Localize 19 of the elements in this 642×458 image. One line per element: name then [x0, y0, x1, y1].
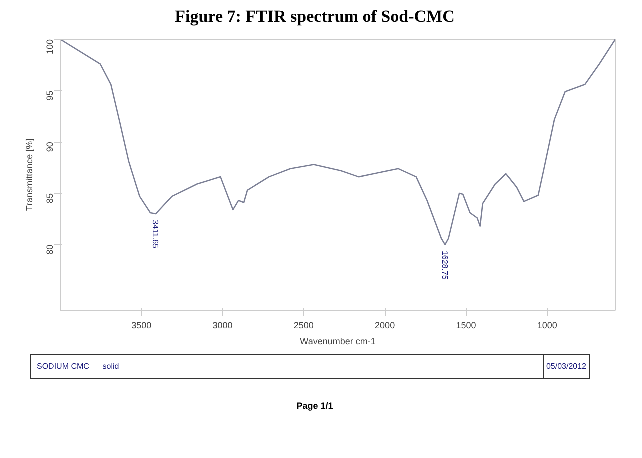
x-tick-label: 2000	[375, 320, 396, 330]
x-tick-label: 2500	[294, 320, 314, 330]
y-tick-label: 85	[45, 193, 55, 204]
text: 05/03/2012	[544, 354, 590, 378]
annotation: 1628.75	[440, 250, 450, 280]
annotation: 3411.65	[150, 220, 160, 250]
y-tick-label: 80	[45, 244, 55, 255]
y-axis-title: Transmittance [%]	[24, 138, 34, 212]
y-tick-label: 95	[45, 90, 55, 101]
y-tick-label: 90	[45, 142, 55, 152]
x-tick-label: 1500	[456, 320, 476, 330]
x-axis-title: Wavenumber cm-1	[300, 336, 376, 346]
text: SODIUM CMC solid	[37, 362, 120, 371]
x-tick-label: 1000	[537, 320, 558, 330]
chart-title: Figure 7: FTIR spectrum of Sod-CMC	[175, 7, 455, 26]
y-tick-label: 100	[45, 39, 55, 55]
text: Page 1/1	[296, 401, 334, 411]
x-tick-label: 3000	[212, 320, 233, 330]
x-tick-label: 3500	[132, 320, 152, 330]
